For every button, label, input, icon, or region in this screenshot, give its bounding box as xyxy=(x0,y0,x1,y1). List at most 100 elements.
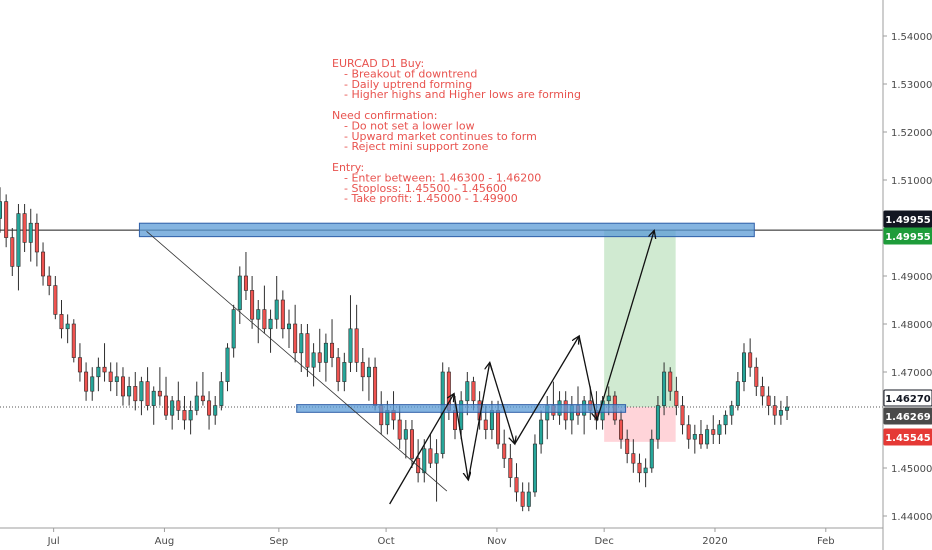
trade-note-line: - Breakout of downtrend xyxy=(344,67,477,80)
candle xyxy=(59,300,64,339)
price-tag-box xyxy=(883,227,932,245)
candle xyxy=(299,324,304,372)
candle xyxy=(77,343,82,382)
candle-body xyxy=(409,429,414,459)
candle-body xyxy=(262,309,267,330)
price-tag-box xyxy=(883,407,932,425)
price-axis-label: 1.54000 xyxy=(891,32,932,43)
time-axis[interactable]: Jul Aug Sep Oct Nov Dec 2020 Feb xyxy=(47,528,835,547)
candle-body xyxy=(508,458,513,478)
candle-body xyxy=(539,419,544,445)
time-axis-label: Feb xyxy=(817,536,835,547)
candle xyxy=(120,367,125,406)
candle-body xyxy=(219,381,224,406)
candle-body xyxy=(465,381,470,402)
price-tag-label: 1.49955 xyxy=(885,215,931,226)
candle-body xyxy=(0,201,2,219)
candle-body xyxy=(127,386,132,397)
candle xyxy=(262,285,267,334)
candle xyxy=(280,290,285,339)
time-axis-label: Nov xyxy=(487,536,507,547)
candle-body xyxy=(188,410,193,421)
candle-body xyxy=(305,333,310,368)
candle-body xyxy=(213,405,218,416)
candle xyxy=(416,439,421,483)
candle-body xyxy=(323,342,328,363)
candle xyxy=(342,352,347,392)
candle-body xyxy=(342,362,347,382)
candle-body xyxy=(237,275,242,310)
candle xyxy=(65,314,70,344)
price-tag: 1.46269 xyxy=(883,407,932,425)
price-tag-label: 1.46270 xyxy=(885,394,931,405)
candle xyxy=(459,391,464,440)
candle xyxy=(219,372,224,411)
price-tag: 1.49955 xyxy=(883,227,932,245)
candle xyxy=(213,396,218,425)
candle xyxy=(766,386,771,416)
candle-body xyxy=(711,429,716,435)
candle xyxy=(231,304,236,358)
candle xyxy=(323,333,328,382)
candle xyxy=(274,276,279,329)
candle xyxy=(366,357,371,401)
candle xyxy=(207,391,212,430)
path-segment xyxy=(596,230,654,421)
candle xyxy=(723,410,728,435)
trade-note-line: EURCAD D1 Buy: xyxy=(332,57,424,70)
candle xyxy=(268,309,273,353)
candle xyxy=(619,410,624,449)
candle xyxy=(662,362,667,416)
candle xyxy=(754,357,759,396)
candle-body xyxy=(317,352,322,363)
candle-body xyxy=(502,443,507,459)
candle xyxy=(225,343,230,392)
candle-body xyxy=(330,342,335,358)
candle xyxy=(655,396,660,449)
trade-note-line: - Reject mini support zone xyxy=(344,140,489,153)
price-axis-label: 1.51000 xyxy=(891,176,932,187)
candle-body xyxy=(250,290,255,320)
trade-note-line: - Stoploss: 1.45500 - 1.45600 xyxy=(344,182,507,195)
candle xyxy=(360,348,365,392)
candle-body xyxy=(422,448,427,474)
candle xyxy=(698,420,703,449)
candle-body xyxy=(41,251,46,277)
candle xyxy=(434,439,439,502)
candle-body xyxy=(754,366,759,387)
candle-body xyxy=(151,390,156,406)
candle xyxy=(96,357,101,392)
candle-body xyxy=(47,275,52,286)
candle-body xyxy=(643,467,648,474)
time-axis-label: Dec xyxy=(594,536,613,547)
candle xyxy=(250,276,255,329)
candle xyxy=(22,204,27,252)
candle-body xyxy=(34,222,39,253)
candle-body xyxy=(483,419,488,430)
candle xyxy=(514,463,519,502)
price-tag-box xyxy=(883,210,932,228)
path-segment xyxy=(489,362,515,444)
candle xyxy=(256,300,261,344)
trade-note-line: Need confirmation: xyxy=(332,109,437,122)
candle xyxy=(133,372,138,411)
candle-body xyxy=(102,366,107,373)
price-tag: 1.46270 xyxy=(883,389,932,407)
candle xyxy=(330,319,335,368)
candle-body xyxy=(145,381,150,406)
price-tag-label: 1.45545 xyxy=(885,433,931,444)
candle xyxy=(108,362,113,392)
candle xyxy=(336,348,341,392)
candle-body xyxy=(532,443,537,493)
candle-body xyxy=(366,366,371,378)
candle-body xyxy=(299,333,304,354)
candle-body xyxy=(360,362,365,378)
candle-body xyxy=(120,376,125,397)
candle xyxy=(170,396,175,430)
candle-body xyxy=(772,405,777,416)
candle xyxy=(4,194,9,248)
candle-body xyxy=(311,352,316,368)
candle-body xyxy=(403,429,408,440)
candle xyxy=(84,362,89,401)
